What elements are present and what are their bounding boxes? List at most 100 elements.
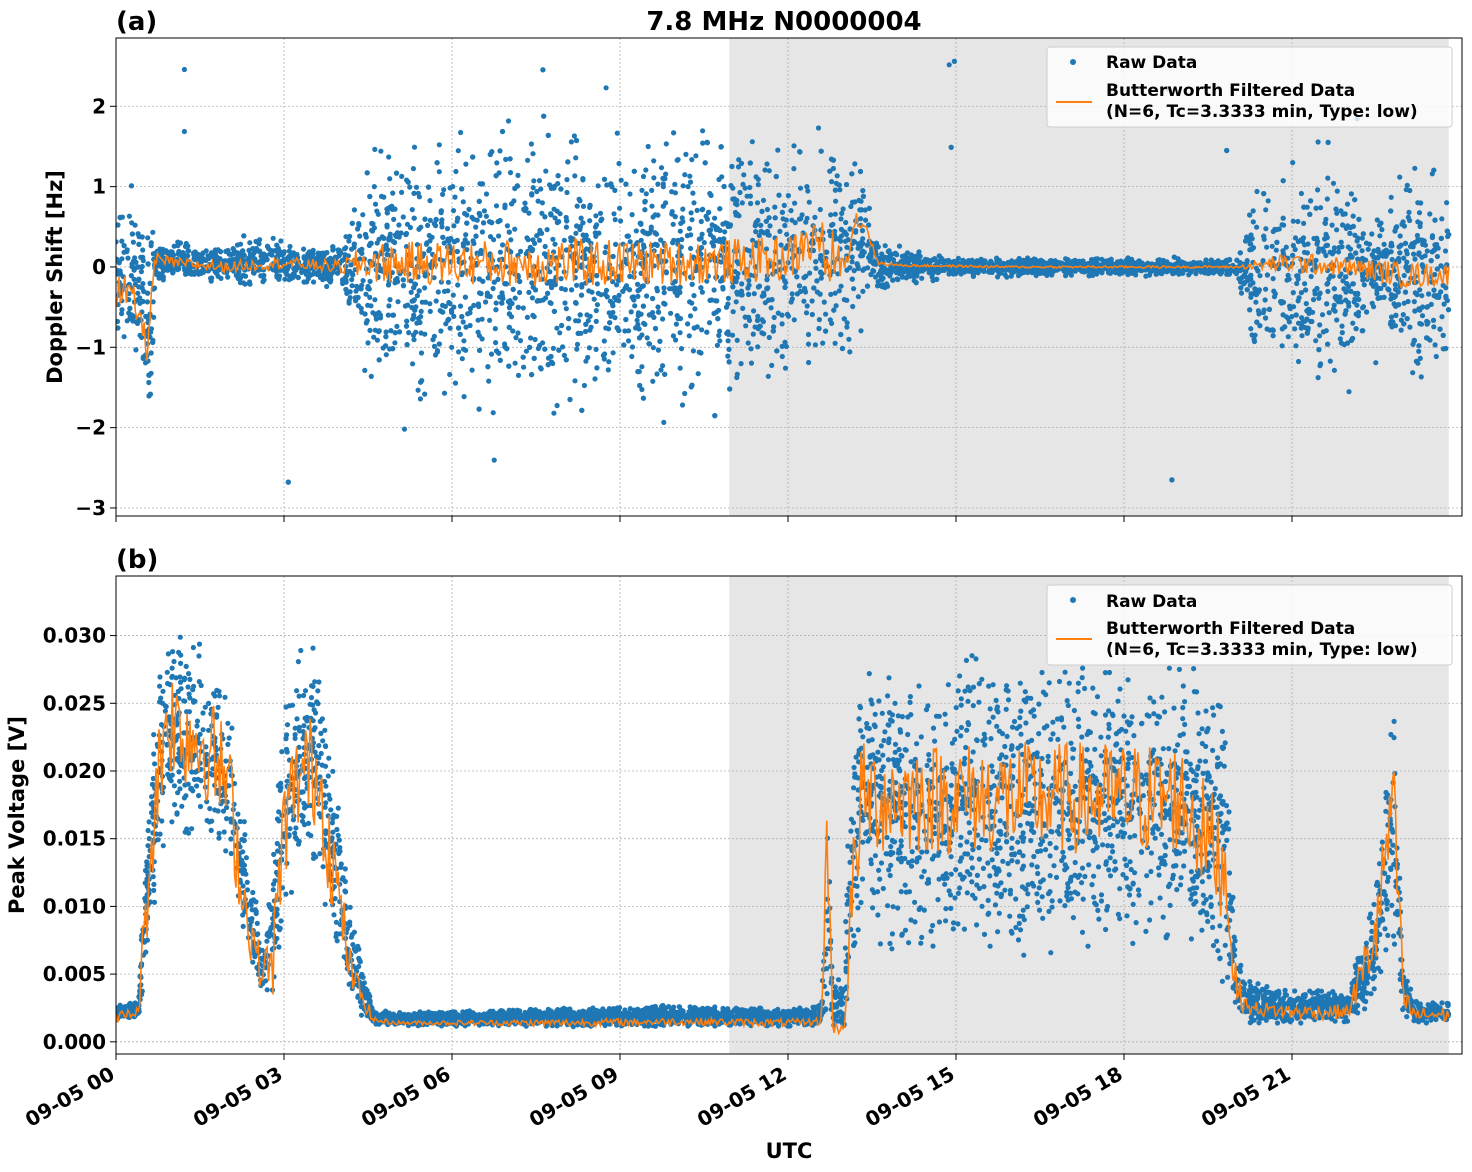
raw-point <box>295 274 301 281</box>
raw-point <box>1372 260 1378 266</box>
raw-point <box>346 300 352 306</box>
raw-point <box>1308 273 1314 280</box>
raw-point <box>461 394 467 400</box>
raw-point <box>471 240 477 247</box>
raw-point <box>476 210 482 217</box>
raw-point <box>1292 235 1299 241</box>
raw-point <box>1313 257 1319 263</box>
raw-point <box>1383 247 1389 253</box>
raw-point <box>914 273 920 279</box>
raw-point <box>446 238 452 244</box>
raw-point <box>408 289 414 295</box>
raw-point <box>764 286 770 292</box>
raw-point <box>759 317 765 323</box>
raw-point <box>463 232 469 238</box>
raw-point <box>438 308 445 315</box>
raw-point <box>1348 288 1354 294</box>
raw-point <box>680 183 686 189</box>
raw-point <box>640 303 647 309</box>
raw-point <box>490 410 496 416</box>
raw-point <box>1274 239 1280 245</box>
raw-point <box>858 216 864 222</box>
raw-point <box>1334 210 1340 216</box>
raw-point <box>677 315 684 322</box>
raw-point <box>711 287 717 293</box>
raw-point <box>145 261 151 267</box>
raw-point <box>549 284 555 291</box>
raw-point <box>392 340 398 346</box>
raw-point <box>594 222 600 228</box>
raw-point <box>1334 296 1340 302</box>
raw-point <box>1416 343 1422 349</box>
raw-point <box>383 352 389 358</box>
raw-point <box>517 289 523 296</box>
raw-point <box>539 200 546 206</box>
raw-point <box>687 173 693 179</box>
raw-point <box>573 155 579 161</box>
raw-point <box>1313 338 1319 344</box>
raw-point <box>725 353 731 359</box>
raw-point <box>1226 271 1232 277</box>
raw-point <box>832 340 838 346</box>
raw-point <box>497 249 503 255</box>
raw-point <box>530 237 536 243</box>
raw-point <box>185 248 191 254</box>
raw-point <box>551 410 557 416</box>
raw-point <box>198 270 204 276</box>
raw-point <box>200 250 206 256</box>
raw-point <box>633 228 639 234</box>
raw-point <box>1350 223 1356 229</box>
raw-point <box>1232 268 1238 275</box>
raw-point <box>955 255 962 261</box>
raw-point <box>698 235 704 241</box>
raw-point <box>1401 321 1407 327</box>
raw-point <box>1279 299 1285 305</box>
raw-point <box>804 184 810 190</box>
raw-point <box>422 273 428 279</box>
raw-point <box>211 252 217 258</box>
raw-point <box>670 240 676 246</box>
raw-point <box>529 192 535 198</box>
raw-point <box>367 193 373 200</box>
raw-point <box>1252 286 1258 292</box>
raw-point <box>1315 375 1321 381</box>
raw-point <box>655 347 662 353</box>
raw-point <box>733 279 739 285</box>
raw-point <box>639 386 645 393</box>
raw-point <box>764 206 771 213</box>
raw-point <box>754 317 761 323</box>
raw-point <box>230 246 236 252</box>
raw-point <box>393 170 400 176</box>
raw-point <box>1392 282 1398 288</box>
raw-point <box>865 265 871 271</box>
raw-point <box>779 353 785 360</box>
raw-point <box>1443 293 1449 299</box>
raw-point <box>767 223 773 229</box>
raw-point <box>411 285 417 291</box>
raw-point <box>1253 292 1259 298</box>
raw-point <box>449 309 455 315</box>
raw-point <box>547 269 553 275</box>
raw-point <box>593 308 599 314</box>
raw-point <box>751 308 757 314</box>
raw-point <box>797 149 803 155</box>
raw-point <box>1415 219 1421 225</box>
raw-point <box>418 379 424 385</box>
raw-point <box>1282 324 1288 330</box>
raw-point <box>116 318 120 325</box>
raw-point <box>663 141 669 147</box>
raw-point <box>1410 244 1416 250</box>
raw-point <box>677 330 683 336</box>
raw-point <box>1439 314 1445 320</box>
raw-point <box>716 176 722 183</box>
raw-point <box>611 211 617 217</box>
raw-point <box>181 66 187 73</box>
raw-point <box>485 275 491 281</box>
raw-point <box>539 210 545 216</box>
raw-point <box>622 328 628 334</box>
raw-point <box>1280 178 1286 184</box>
raw-point <box>1290 290 1296 296</box>
raw-point <box>1086 273 1092 279</box>
raw-point <box>755 182 761 188</box>
raw-point <box>128 183 135 189</box>
